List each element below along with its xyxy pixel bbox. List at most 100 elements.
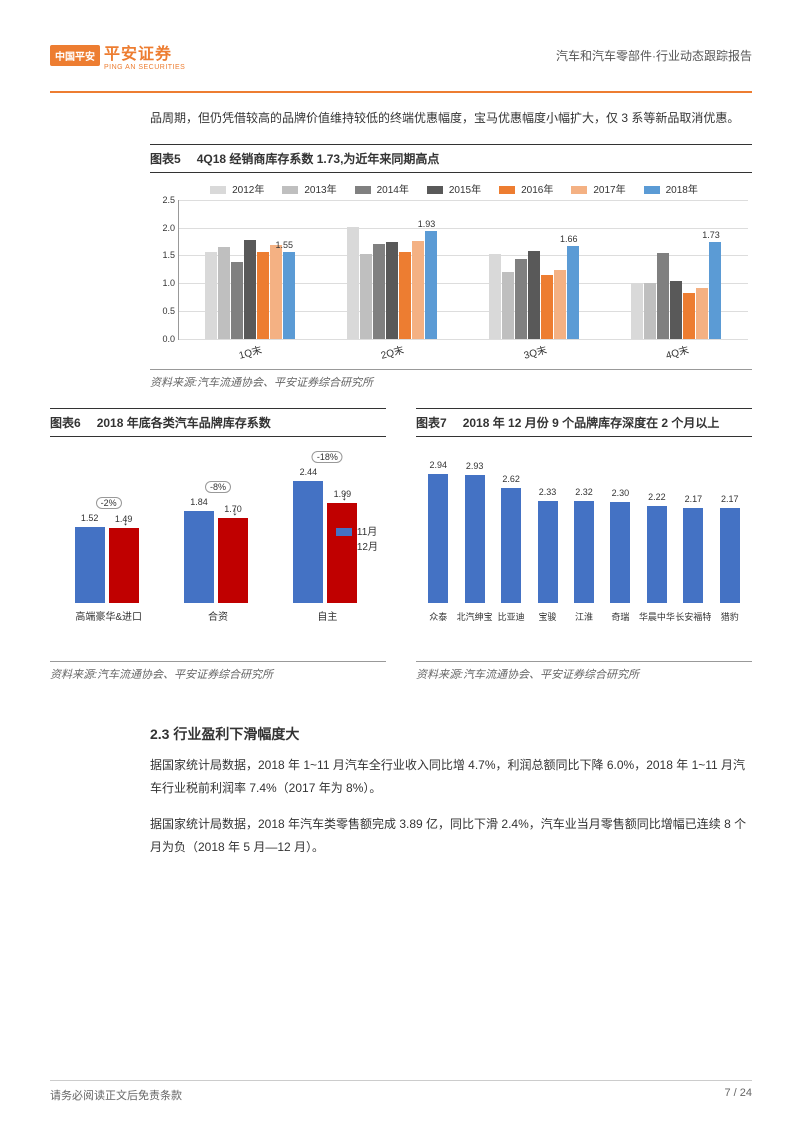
- legend-item: 2012年: [204, 185, 264, 196]
- bar: [515, 259, 527, 339]
- page-header: 中国平安 平安证券 PING AN SECURITIES 汽车和汽车零部件·行业…: [50, 40, 752, 71]
- chart7-label: 图表7: [416, 414, 447, 431]
- bar: 2.33: [538, 501, 558, 603]
- bar: [554, 270, 566, 338]
- chart6-plot: 1.521.49高端豪华&进口-2%↓1.841.70合资-8%↓2.441.9…: [54, 453, 382, 623]
- pct-change-label: -18%: [312, 451, 343, 463]
- bar: [657, 253, 669, 339]
- chart5-plot: 0.00.51.01.52.02.51Q末2Q末3Q末4Q末1.551.931.…: [178, 200, 748, 340]
- value-label: 1.84: [190, 497, 208, 507]
- bar: [528, 251, 540, 338]
- chart5-title: 4Q18 经销商库存系数 1.73,为近年来同期高点: [197, 150, 440, 167]
- chart6: 1.521.49高端豪华&进口-2%↓1.841.70合资-8%↓2.441.9…: [54, 453, 382, 653]
- value-label: 2.44: [300, 467, 318, 477]
- arrow-down-icon: ↓: [232, 504, 238, 518]
- arrow-down-icon: ↓: [341, 489, 347, 503]
- x-tick: 众泰: [429, 610, 447, 623]
- bar: [360, 254, 372, 339]
- legend-item: 2018年: [638, 185, 698, 196]
- divider: [50, 91, 752, 93]
- bar: [205, 252, 217, 339]
- x-tick: 北汽绅宝: [457, 610, 493, 623]
- bar: [489, 254, 501, 339]
- bar: [373, 244, 385, 339]
- bar: 2.30: [610, 502, 630, 603]
- bar: 1.52: [75, 527, 105, 603]
- value-label: 2.33: [539, 487, 557, 497]
- bar: [412, 241, 424, 339]
- legend-item: 2014年: [349, 185, 409, 196]
- bar: [231, 262, 243, 339]
- logo-main: 平安证券: [104, 46, 172, 63]
- x-tick: 2Q末: [379, 341, 405, 362]
- chart6-label: 图表6: [50, 414, 81, 431]
- section-p1: 据国家统计局数据，2018 年 1~11 月汽车全行业收入同比增 4.7%，利润…: [150, 754, 752, 800]
- bar: 2.93: [465, 475, 485, 603]
- chart5: 2012年2013年2014年2015年2016年2017年2018年 0.00…: [154, 181, 748, 361]
- value-label: 1.73: [702, 230, 720, 240]
- chart5-source: 资料来源:汽车流通协会、平安证券综合研究所: [150, 369, 752, 394]
- bar: 1.49: [109, 528, 139, 603]
- chart5-label: 图表5: [150, 150, 181, 167]
- x-tick: 1Q末: [237, 341, 263, 362]
- chart5-block: 图表5 4Q18 经销商库存系数 1.73,为近年来同期高点 2012年 2013…: [150, 144, 752, 394]
- value-label: 2.93: [466, 461, 484, 471]
- x-tick: 宝骏: [539, 610, 557, 623]
- charts-6-7-row: 图表6 2018 年底各类汽车品牌库存系数 1.521.49高端豪华&进口-2%…: [50, 408, 752, 700]
- chart6-legend: 11月 12月: [336, 523, 378, 553]
- value-label: 2.94: [429, 460, 447, 470]
- bar: 2.22: [647, 506, 667, 603]
- bar: [670, 281, 682, 339]
- bar: [696, 288, 708, 339]
- bar: 2.32: [574, 501, 594, 603]
- value-label: 2.62: [502, 474, 520, 484]
- section-heading: 2.3 行业盈利下滑幅度大: [150, 724, 752, 744]
- bar: [386, 242, 398, 338]
- bar: [244, 240, 256, 339]
- bar: [683, 293, 695, 339]
- x-tick: 猎豹: [721, 610, 739, 623]
- value-label: 2.22: [648, 492, 666, 502]
- x-tick: 自主: [317, 608, 337, 623]
- legend-item: 2017年: [565, 185, 625, 196]
- x-tick: 江淮: [575, 610, 593, 623]
- bar: [425, 231, 437, 339]
- value-label: 1.66: [560, 234, 578, 244]
- chart6-block: 图表6 2018 年底各类汽车品牌库存系数 1.521.49高端豪华&进口-2%…: [50, 408, 386, 686]
- value-label: 2.30: [612, 488, 630, 498]
- x-tick: 高端豪华&进口: [75, 608, 142, 623]
- chart7-plot: 2.94 众泰 2.93 北汽绅宝 2.62 比亚迪 2.33 宝骏 2.32 江淮 2.30 奇瑞 2…: [420, 453, 748, 623]
- section-p2: 据国家统计局数据，2018 年汽车类零售额完成 3.89 亿，同比下滑 2.4%…: [150, 813, 752, 859]
- header-subtitle: 汽车和汽车零部件·行业动态跟踪报告: [556, 47, 752, 64]
- bar: [541, 275, 553, 339]
- x-tick: 比亚迪: [498, 610, 525, 623]
- bar: [218, 247, 230, 339]
- chart7-source: 资料来源:汽车流通协会、平安证券综合研究所: [416, 661, 752, 686]
- bar: [567, 246, 579, 339]
- chart6-title: 2018 年底各类汽车品牌库存系数: [97, 414, 271, 431]
- bar: 2.62: [501, 488, 521, 603]
- bar: 2.17: [720, 508, 740, 603]
- legend-item: 2013年: [276, 185, 336, 196]
- value-label: 1.93: [418, 219, 436, 229]
- bar: [270, 245, 282, 339]
- arrow-down-icon: ↓: [123, 514, 129, 528]
- bar: [347, 227, 359, 339]
- bar: 2.94: [428, 474, 448, 603]
- chart7: 2.94 众泰 2.93 北汽绅宝 2.62 比亚迪 2.33 宝骏 2.32 江淮 2.30 奇瑞 2…: [420, 453, 748, 653]
- x-tick: 长安福特: [675, 610, 711, 623]
- chart7-block: 图表7 2018 年 12 月份 9 个品牌库存深度在 2 个月以上 2.94众…: [416, 408, 752, 686]
- bar: [709, 242, 721, 339]
- bar: [257, 252, 269, 339]
- footer-left: 请务必阅读正文后免责条款: [50, 1087, 182, 1103]
- bar: [399, 252, 411, 339]
- footer-right: 7 / 24: [724, 1087, 752, 1103]
- x-tick: 奇瑞: [611, 610, 629, 623]
- bar: 1.84: [184, 511, 214, 603]
- pct-change-label: -8%: [205, 481, 231, 493]
- value-label: 2.17: [721, 494, 739, 504]
- bar: 1.99: [327, 503, 357, 603]
- chart6-source: 资料来源:汽车流通协会、平安证券综合研究所: [50, 661, 386, 686]
- value-label: 1.55: [275, 240, 293, 250]
- value-label: 1.52: [81, 513, 99, 523]
